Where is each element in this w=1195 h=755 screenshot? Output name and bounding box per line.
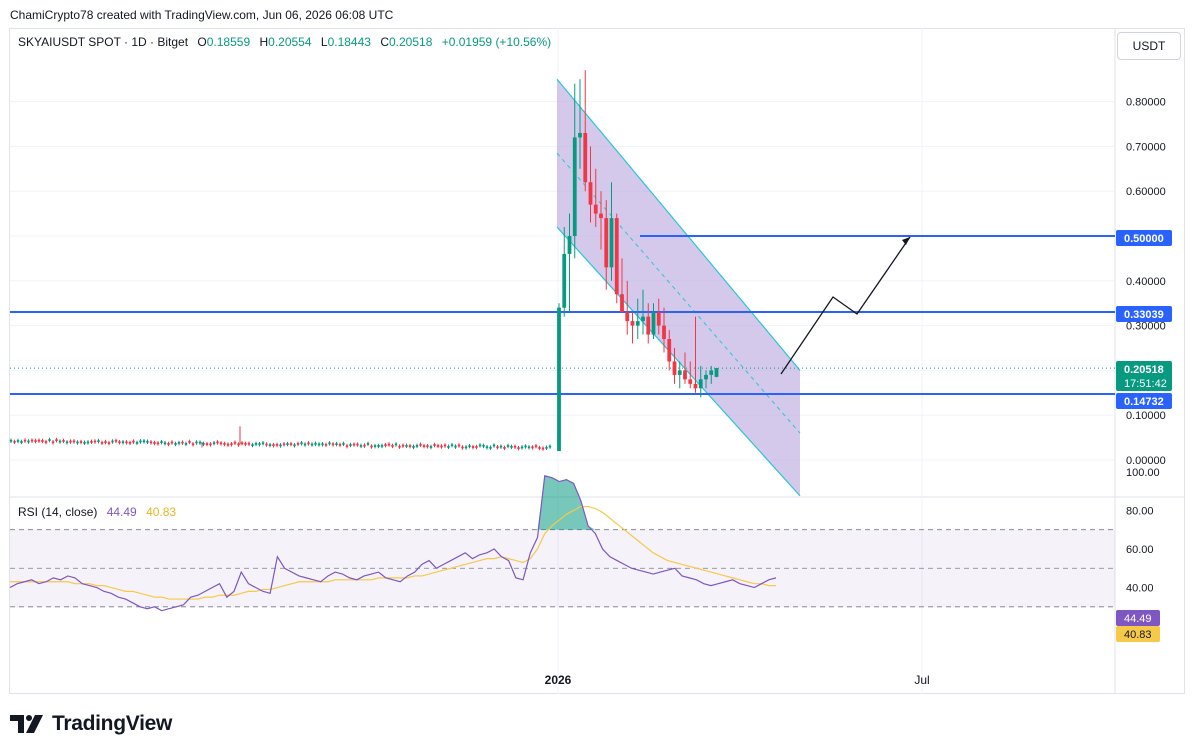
- chart-header: ChamiCrypto78 created with TradingView.c…: [10, 8, 394, 22]
- low-label: L: [320, 35, 328, 49]
- rsi-legend: RSI (14, close) 44.49 40.83: [18, 505, 176, 519]
- tradingview-logo-icon: [10, 715, 43, 733]
- symbol-label[interactable]: SKYAIUSDT SPOT · 1D · Bitget: [18, 35, 189, 49]
- rsi-value: 44.49: [106, 505, 137, 519]
- high-label: H: [259, 35, 269, 49]
- rsi-title[interactable]: RSI (14, close): [18, 505, 98, 519]
- chart-frame: [9, 28, 1185, 694]
- tradingview-logo[interactable]: TradingView: [10, 712, 172, 736]
- close-label: C: [380, 35, 389, 49]
- open-value: 0.18559: [206, 35, 251, 49]
- high-value: 0.20554: [268, 35, 312, 49]
- currency-unit-button[interactable]: USDT: [1117, 32, 1181, 60]
- low-value: 0.18443: [327, 35, 371, 49]
- close-value: 0.20518: [388, 35, 433, 49]
- brand-name: TradingView: [52, 712, 173, 735]
- open-label: O: [197, 35, 207, 49]
- ohlc-legend: SKYAIUSDT SPOT · 1D · Bitget O0.18559 H0…: [18, 35, 551, 49]
- rsi-ma-value: 40.83: [146, 505, 177, 519]
- change-value: +0.01959 (+10.56%): [441, 35, 552, 49]
